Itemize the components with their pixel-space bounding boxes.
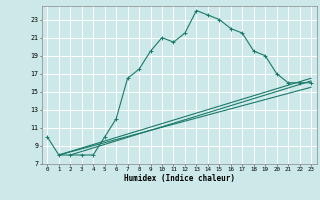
- X-axis label: Humidex (Indice chaleur): Humidex (Indice chaleur): [124, 174, 235, 183]
